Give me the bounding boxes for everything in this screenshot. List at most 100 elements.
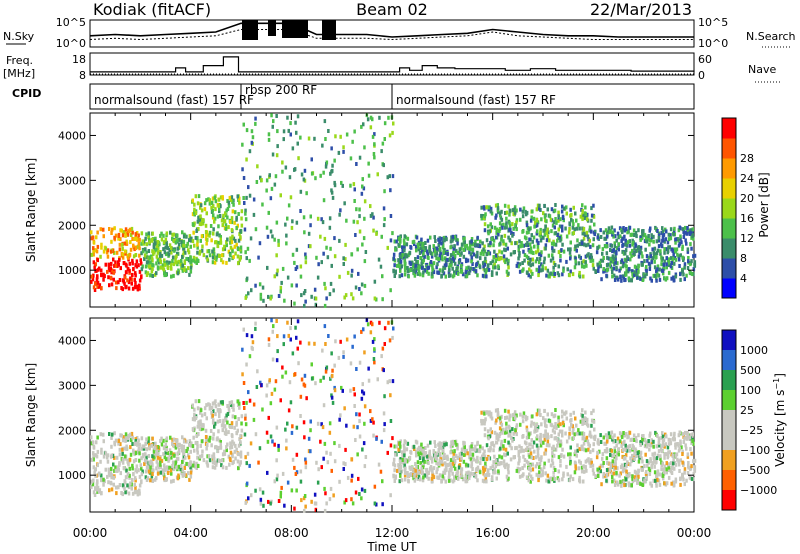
velocity-cell — [325, 501, 328, 506]
power-cell — [625, 258, 628, 263]
velocity-cell — [330, 395, 334, 400]
velocity-cell — [641, 459, 644, 464]
power-cell — [352, 182, 356, 187]
power-cell — [593, 222, 596, 227]
velocity-cell — [435, 456, 439, 461]
power-cell — [559, 238, 562, 243]
power-cell — [605, 251, 609, 256]
velocity-cell — [269, 501, 272, 506]
velocity-cell — [667, 475, 671, 480]
power-cell — [241, 167, 244, 172]
velocity-cell — [322, 375, 325, 380]
velocity-cell — [615, 470, 618, 475]
power-cell — [127, 280, 131, 285]
power-cell — [674, 274, 678, 279]
velocity-cell — [652, 439, 655, 444]
power-cell — [462, 236, 465, 241]
power-cell — [221, 260, 225, 265]
velocity-cell — [468, 455, 471, 460]
velocity-cell — [133, 452, 136, 457]
power-cell — [104, 262, 107, 267]
velocity-cell — [613, 446, 616, 451]
velocity-cell — [406, 441, 410, 446]
power-cell — [574, 259, 577, 264]
velocity-cell — [371, 322, 374, 327]
velocity-cell — [522, 448, 525, 453]
velocity-cell — [307, 449, 311, 454]
power-cell — [295, 130, 298, 135]
velocity-cell — [128, 466, 131, 471]
velocity-cell — [562, 471, 565, 476]
power-cell — [665, 265, 668, 270]
power-cell — [667, 260, 671, 265]
power-cell — [128, 227, 132, 232]
velocity-cell — [121, 447, 124, 452]
velocity-cell — [218, 419, 222, 423]
velocity-cell — [535, 443, 539, 448]
power-cell — [372, 228, 375, 233]
power-cell — [349, 156, 353, 161]
power-cell — [607, 262, 610, 267]
velocity-cell — [528, 472, 531, 477]
cpid-segment-label: normalsound (fast) 157 RF — [396, 93, 556, 107]
power-cell — [533, 244, 536, 249]
power-cell — [661, 234, 665, 239]
power-cell — [234, 238, 237, 243]
velocity-cell — [565, 464, 568, 469]
velocity-cell — [523, 458, 527, 462]
power-cell — [654, 252, 657, 257]
power-cell — [162, 247, 165, 252]
power-cell — [667, 237, 671, 242]
velocity-cell — [379, 469, 383, 474]
power-cell — [118, 257, 121, 262]
power-cell — [129, 240, 132, 245]
velocity-cell — [648, 443, 651, 447]
velocity-cell — [407, 458, 410, 463]
power-cell — [187, 250, 191, 255]
velocity-cell — [550, 446, 554, 451]
velocity-cell — [92, 465, 96, 470]
power-cell — [482, 247, 485, 252]
velocity-cell — [95, 454, 99, 459]
power-cell — [310, 157, 313, 162]
power-cell — [538, 260, 541, 265]
velocity-cell — [380, 354, 383, 359]
velocity-cell — [221, 400, 224, 405]
power-cell — [484, 271, 488, 276]
power-cell — [208, 253, 212, 258]
power-cell — [291, 252, 295, 257]
velocity-cell — [662, 471, 666, 476]
velocity-cell — [584, 459, 588, 464]
velocity-cell — [607, 431, 611, 436]
power-cell — [652, 254, 656, 259]
power-cell — [476, 250, 479, 255]
power-cell — [483, 249, 487, 254]
power-cell — [422, 251, 425, 256]
power-cell — [151, 267, 154, 271]
power-cell — [634, 230, 638, 235]
power-cell — [632, 228, 636, 233]
power-cell — [321, 143, 324, 148]
velocity-cell — [132, 459, 136, 464]
power-cell — [134, 234, 137, 238]
velocity-cell — [549, 422, 553, 427]
velocity-cell — [216, 449, 220, 454]
velocity-cell — [145, 465, 149, 470]
velocity-cell — [459, 457, 462, 462]
velocity-cell — [129, 445, 132, 450]
power-cell — [575, 226, 579, 231]
velocity-cell — [449, 444, 453, 449]
power-cell — [235, 226, 238, 230]
power-cell — [196, 250, 199, 255]
velocity-cell — [436, 475, 439, 480]
velocity-cell — [505, 474, 509, 479]
velocity-cell — [356, 452, 359, 457]
power-cell — [561, 204, 564, 209]
velocity-cell — [342, 354, 345, 359]
power-cell — [596, 262, 599, 267]
velocity-cell — [624, 443, 627, 448]
velocity-cell — [560, 429, 564, 434]
velocity-cell — [440, 441, 443, 446]
velocity-cell — [492, 470, 495, 475]
power-cell — [552, 265, 555, 270]
